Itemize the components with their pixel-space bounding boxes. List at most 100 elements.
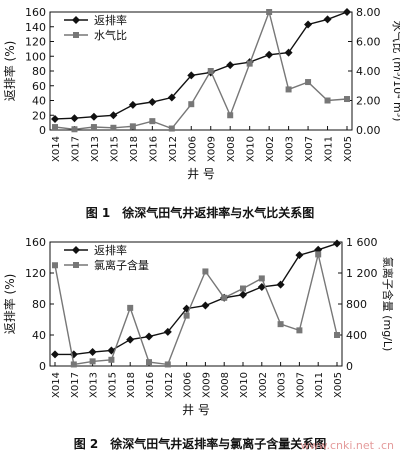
chart1-series-1-point xyxy=(70,114,79,123)
chart1-y-axis-title: 返排率 (%) xyxy=(2,41,17,102)
chart1-series-1-line xyxy=(54,11,348,120)
chart2-legend-marker xyxy=(73,262,79,268)
chart2-y-axis-title: 返排率 (%) xyxy=(2,274,17,335)
chart1-series-2-point xyxy=(71,126,78,133)
chart2-series-2-point xyxy=(240,285,246,292)
chart1-series-2-point xyxy=(129,123,136,130)
chart2-x-tick-label: X012 xyxy=(164,372,175,398)
chart1-series-1-point xyxy=(323,15,332,24)
chart2-series-2-line xyxy=(54,254,338,366)
chart2-y-tick-label: 80 xyxy=(32,298,46,311)
chart2-series-1-point xyxy=(333,239,341,248)
chart1-series-1-point xyxy=(187,71,196,80)
chart2-x-tick-label: X005 xyxy=(333,372,344,398)
chart2-series-1-point xyxy=(239,290,247,299)
chart2-x-axis-title: 井 号 xyxy=(182,403,210,417)
chart1-y2-axis-title: 水气比 (m³/10⁴ m³) xyxy=(391,21,400,122)
chart1-series-1-point xyxy=(148,97,157,106)
chart1-series-2-point xyxy=(246,60,253,67)
chart2-y2-tick-label: 1 200 xyxy=(346,267,378,280)
chart1-x-tick-label: X018 xyxy=(129,136,140,162)
watermark: www.cnki.net .cn xyxy=(300,439,394,452)
chart2-y2-tick-label: 0 xyxy=(346,360,353,373)
chart2-series-1-line xyxy=(55,242,338,356)
chart2-x-tick-label: X008 xyxy=(220,372,231,398)
chart1-x-tick-label: X010 xyxy=(246,136,257,162)
chart2-y2-axis-title: 氯离子含量 (mg/L) xyxy=(381,257,395,352)
chart2-series-2-point xyxy=(315,251,322,258)
chart1-x-tick-label: X009 xyxy=(207,136,218,162)
chart1-series-2-point xyxy=(149,118,156,125)
chart2-x-tick-label: X014 xyxy=(51,372,62,398)
chart2-series-1-point xyxy=(51,350,59,359)
chart1-x-tick-label: X003 xyxy=(285,136,296,162)
chart1-x-tick-label: X002 xyxy=(265,136,276,162)
chart2-x-tick-label: X009 xyxy=(201,372,212,398)
chart1-series-2-point xyxy=(285,86,292,93)
chart1-x-tick-label: X015 xyxy=(109,136,120,162)
chart1-y-tick-label: 100 xyxy=(25,50,46,63)
chart1-series-2-point xyxy=(110,124,117,131)
chart1-x-tick-label: X006 xyxy=(187,136,198,162)
chart1-x-axis-title: 井 号 xyxy=(187,167,215,181)
chart2-series-2-point xyxy=(183,312,190,319)
chart1-series-2-point xyxy=(344,96,350,103)
chart1-y2-tick-label: 8.00 xyxy=(356,6,381,19)
chart2-x-tick-label: X011 xyxy=(314,372,325,398)
chart1-series-1-point xyxy=(51,114,59,123)
chart2-series-2-point xyxy=(164,361,171,368)
chart2-series-2-point xyxy=(146,359,152,366)
chart1-y2-tick-label: 6.00 xyxy=(356,36,381,49)
chart1-series-2-point xyxy=(90,124,97,131)
chart1-series-2-point xyxy=(52,124,58,131)
chart1-series-1-point xyxy=(284,48,293,57)
chart2-legend-label: 返排率 xyxy=(94,243,127,257)
chart2-legend-marker xyxy=(72,246,80,254)
chart2-x-tick-label: X006 xyxy=(183,372,194,398)
chart2-series-2-point xyxy=(127,304,134,311)
chart1-series-2-point xyxy=(188,101,195,108)
chart2-series-1-point xyxy=(126,335,135,344)
chart1-y2-tick-label: 4.00 xyxy=(356,65,381,78)
chart1-x-tick-label: X011 xyxy=(324,136,335,162)
chart1-series-1-point xyxy=(343,8,351,16)
chart1-y-tick-label: 60 xyxy=(32,80,46,93)
chart2-series-2-point xyxy=(52,262,58,269)
chart1-y-tick-label: 140 xyxy=(25,21,46,34)
chart2-x-tick-label: X010 xyxy=(239,372,250,398)
chart2-series-1-point xyxy=(276,280,285,289)
chart1-legend-marker xyxy=(72,16,80,24)
chart1-x-tick-label: X008 xyxy=(226,136,237,162)
chart1-x-tick-label: X007 xyxy=(304,136,315,162)
chart1-series-1-point xyxy=(265,50,274,59)
chart1-series-2-point xyxy=(168,125,175,132)
chart1-x-tick-label: X016 xyxy=(148,136,159,162)
chart1-series-2-point xyxy=(305,79,312,86)
chart1-series-1-point xyxy=(304,20,313,29)
chart1-series-2-point xyxy=(266,9,273,15)
chart2-series-2-point xyxy=(334,332,340,338)
chart1-series-1-point xyxy=(167,93,176,102)
chart1-x-tick-label: X005 xyxy=(343,136,354,162)
chart2-x-tick-label: X018 xyxy=(126,372,137,398)
chart2-series-1-point xyxy=(88,348,97,357)
chart2-series-2-point xyxy=(89,358,96,365)
chart2-x-tick-label: X013 xyxy=(89,372,100,398)
chart2-series-1-point xyxy=(163,327,172,336)
chart2-series-2-point xyxy=(70,361,77,368)
chart1-x-tick-label: X017 xyxy=(70,136,81,162)
chart1-series-2-point xyxy=(324,97,331,104)
chart1-series-1-point xyxy=(89,112,98,121)
chart1-y-tick-label: 20 xyxy=(32,109,46,122)
chart1-y2-tick-label: 2.00 xyxy=(356,95,381,108)
chart1-series-2-line xyxy=(54,9,348,131)
chart2-y2-tick-label: 800 xyxy=(346,298,367,311)
chart2-y-tick-label: 40 xyxy=(32,329,46,342)
chart2-y-tick-label: 120 xyxy=(25,267,46,280)
figure-2-caption: 图 2 徐深气田气井返排率与氯离子含量关系图 xyxy=(73,437,327,451)
chart2-x-tick-label: X016 xyxy=(145,372,156,398)
chart1-legend-marker xyxy=(73,32,79,38)
chart2-x-tick-label: X003 xyxy=(277,372,288,398)
chart1-series-2-point xyxy=(207,68,214,74)
chart2-y-tick-label: 0 xyxy=(39,360,46,373)
